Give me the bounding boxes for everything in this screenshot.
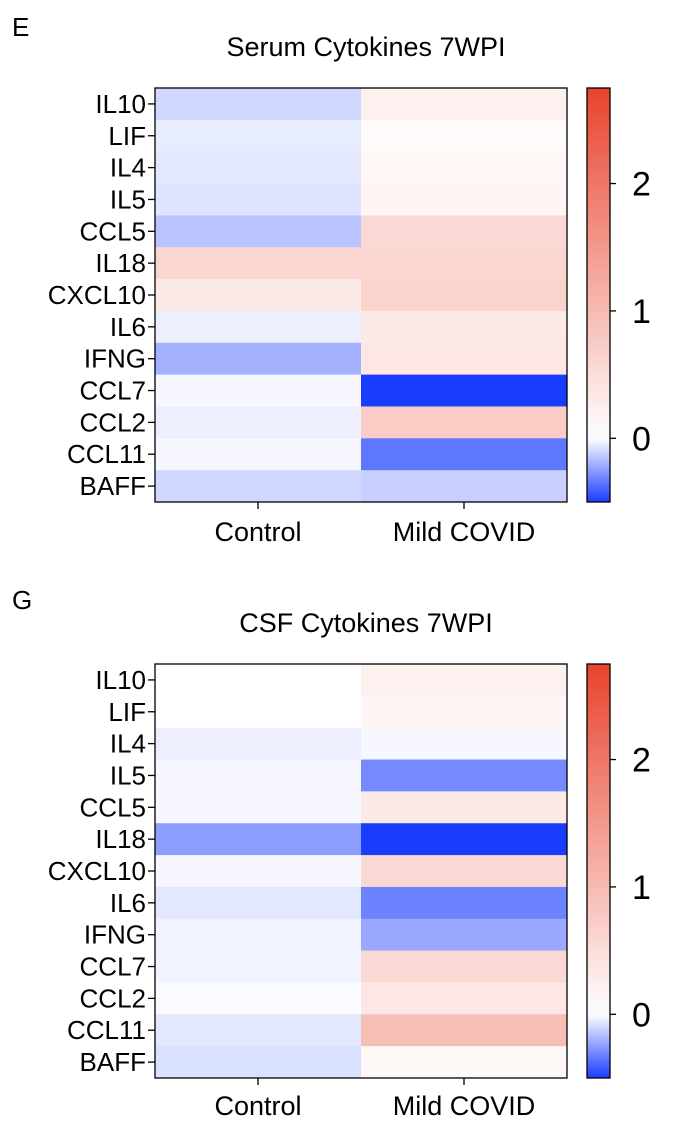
- y-tick-label: CCL11: [67, 439, 146, 469]
- colorbar: [586, 663, 611, 1079]
- heatmap-cell: [155, 886, 362, 920]
- y-tick-label: BAFF: [80, 1047, 146, 1077]
- colorbar-tick-label: 1: [632, 869, 651, 907]
- heatmap-cell: [155, 695, 362, 729]
- colorbar: [586, 87, 611, 503]
- heatmap-cell: [155, 791, 362, 824]
- heatmap-cell: [155, 918, 362, 952]
- heatmap-cell: [361, 215, 568, 248]
- heatmap-cell: [155, 215, 362, 248]
- y-tick-label: IL18: [95, 824, 146, 854]
- heatmap-cell: [155, 151, 362, 185]
- heatmap-cell: [361, 918, 568, 952]
- heatmap-cell: [361, 310, 568, 344]
- y-tick-label: CXCL10: [48, 280, 146, 310]
- heatmap-cell: [155, 88, 362, 121]
- heatmap-cell: [155, 342, 362, 376]
- heatmap-cell: [155, 1046, 362, 1079]
- heatmap-cell: [361, 438, 568, 471]
- y-tick-label: IL5: [110, 184, 146, 214]
- heatmap-cell: [361, 151, 568, 185]
- heatmap-cell: [361, 855, 568, 888]
- y-tick-label: IL6: [110, 888, 146, 918]
- heatmap-cell: [155, 759, 362, 792]
- heatmap-cell: [361, 1014, 568, 1047]
- heatmap-cell: [361, 374, 568, 407]
- heatmap-panel-g: G CSF Cytokines 7WPI IL10LIFIL4IL5CCL5IL18…: [12, 585, 651, 1121]
- heatmap-cell: [155, 406, 362, 439]
- heatmap-cell: [361, 823, 568, 856]
- heatmap-cell: [361, 88, 568, 121]
- heatmap-cell: [155, 374, 362, 407]
- y-tick-label: CCL5: [80, 792, 146, 822]
- heatmap-cell: [361, 183, 568, 216]
- heatmap-cell: [155, 470, 362, 503]
- y-tick-label: IL5: [110, 760, 146, 790]
- heatmap-cell: [155, 982, 362, 1015]
- x-tick-label: Mild COVID: [393, 1091, 536, 1121]
- y-tick-label: IFNG: [84, 344, 146, 374]
- heatmap-cell: [155, 855, 362, 888]
- heatmap-cell: [361, 406, 568, 439]
- heatmap-cell: [361, 247, 568, 280]
- heatmap-cell: [361, 886, 568, 920]
- y-tick-label: CCL11: [67, 1015, 146, 1045]
- heatmap-cell: [155, 727, 362, 761]
- colorbar-tick-label: 1: [632, 293, 651, 331]
- y-tick-label: CCL2: [80, 983, 146, 1013]
- chart-title: Serum Cytokines 7WPI: [226, 32, 505, 62]
- colorbar-tick-label: 2: [632, 166, 651, 204]
- heatmap-cell: [155, 950, 362, 983]
- panel-letter: G: [12, 585, 32, 615]
- heatmap-cell: [361, 791, 568, 824]
- heatmap-cell: [361, 664, 568, 697]
- heatmap-cell: [155, 279, 362, 312]
- heatmap-cell: [361, 950, 568, 983]
- colorbar-tick-label: 2: [632, 742, 651, 780]
- y-tick-label: CCL5: [80, 216, 146, 246]
- chart-title: CSF Cytokines 7WPI: [239, 608, 493, 638]
- heatmap-cell: [361, 759, 568, 792]
- y-tick-label: LIF: [108, 121, 146, 151]
- y-tick-label: IL10: [95, 665, 146, 695]
- y-tick-label: IL4: [110, 153, 146, 183]
- y-tick-label: CCL2: [80, 407, 146, 437]
- colorbar-tick-label: 0: [632, 420, 651, 458]
- y-tick-label: LIF: [108, 697, 146, 727]
- heatmap-cell: [361, 342, 568, 376]
- y-tick-label: IL18: [95, 248, 146, 278]
- y-tick-label: CXCL10: [48, 856, 146, 886]
- heatmap-cell: [155, 438, 362, 471]
- heatmap-cell: [155, 247, 362, 280]
- heatmap-cell: [361, 727, 568, 761]
- y-tick-label: CCL7: [80, 952, 146, 982]
- heatmap-cell: [361, 119, 568, 153]
- x-tick-label: Mild COVID: [393, 517, 536, 547]
- y-tick-label: IL6: [110, 312, 146, 342]
- y-tick-label: CCL7: [80, 376, 146, 406]
- heatmap-cell: [155, 119, 362, 153]
- colorbar-tick-label: 0: [632, 996, 651, 1034]
- y-tick-label: IFNG: [84, 920, 146, 950]
- heatmap-cell: [361, 279, 568, 312]
- heatmap-cell: [155, 183, 362, 216]
- y-tick-label: IL10: [95, 89, 146, 119]
- panel-letter: E: [12, 12, 29, 42]
- heatmap-cell: [361, 1046, 568, 1079]
- heatmap-cell: [155, 1014, 362, 1047]
- heatmap-cell: [155, 823, 362, 856]
- y-tick-label: BAFF: [80, 471, 146, 501]
- heatmap-cell: [361, 695, 568, 729]
- heatmap-cell: [155, 664, 362, 697]
- heatmap-cell: [155, 310, 362, 344]
- x-tick-label: Control: [214, 517, 301, 547]
- y-tick-label: IL4: [110, 729, 146, 759]
- heatmap-cell: [361, 470, 568, 503]
- x-tick-label: Control: [214, 1091, 301, 1121]
- heatmap-cell: [361, 982, 568, 1015]
